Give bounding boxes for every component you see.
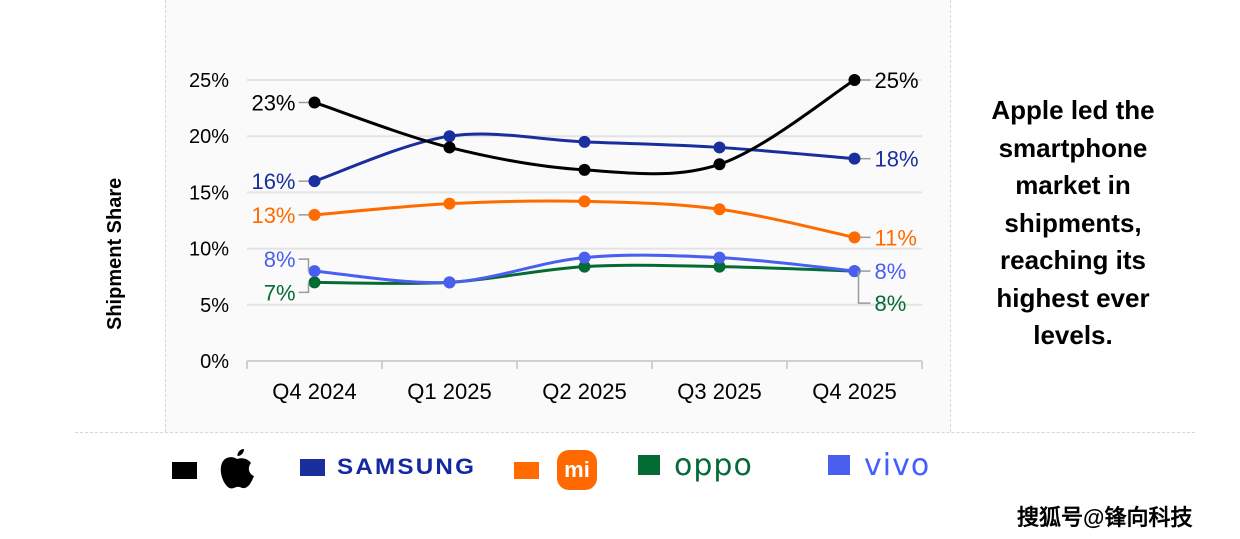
end-label-apple: 25% bbox=[875, 68, 919, 93]
line-chart: 0% 5% 10% 15% 20% 25% Q4 2024 Q1 2025 Q2 2025 Q3 … bbox=[189, 68, 923, 404]
legend-item-vivo: vivo bbox=[828, 440, 930, 490]
frame-left-divider bbox=[165, 0, 166, 432]
end-label-xiaomi: 11% bbox=[875, 225, 917, 250]
data-point-oppo bbox=[713, 260, 726, 273]
xiaomi-logo-icon: mi bbox=[557, 450, 597, 490]
data-point-xiaomi bbox=[443, 197, 456, 210]
legend-item-xiaomi: mi bbox=[514, 445, 597, 495]
data-point-vivo bbox=[578, 251, 591, 264]
data-point-apple bbox=[443, 141, 456, 154]
y-tick-label: 15% bbox=[189, 182, 229, 204]
data-point-apple bbox=[308, 96, 321, 109]
samsung-logo: SAMSUNG bbox=[337, 454, 477, 479]
data-point-samsung bbox=[308, 175, 321, 188]
end-label-samsung: 18% bbox=[875, 147, 919, 172]
leader-line bbox=[298, 258, 310, 272]
x-tick-label: Q3 2025 bbox=[677, 379, 761, 404]
start-label-oppo: 7% bbox=[264, 280, 296, 305]
data-point-apple bbox=[848, 74, 861, 86]
data-point-oppo bbox=[308, 276, 321, 289]
data-point-vivo bbox=[308, 265, 321, 278]
frame-right-divider bbox=[950, 0, 951, 432]
leader-line bbox=[298, 282, 310, 294]
data-point-vivo bbox=[848, 265, 861, 278]
data-point-vivo bbox=[713, 251, 726, 264]
end-label-vivo: 8% bbox=[875, 259, 907, 284]
data-point-samsung bbox=[848, 152, 861, 165]
x-tick-label: Q4 2024 bbox=[272, 379, 356, 404]
y-tick-label: 20% bbox=[189, 126, 229, 148]
vivo-logo: vivo bbox=[864, 447, 931, 483]
oppo-logo: oppo bbox=[674, 447, 753, 483]
legend-swatch-xiaomi bbox=[514, 461, 539, 479]
data-point-apple bbox=[578, 163, 591, 176]
watermark: 搜狐号@锋向科技 bbox=[1017, 505, 1193, 530]
data-point-oppo bbox=[578, 260, 591, 273]
legend-item-oppo: oppo bbox=[638, 440, 753, 490]
frame-bottom-divider bbox=[75, 432, 1195, 433]
start-label-apple: 23% bbox=[251, 90, 295, 115]
y-tick-label: 10% bbox=[189, 239, 229, 261]
y-tick-label: 0% bbox=[200, 351, 229, 373]
data-point-vivo bbox=[443, 276, 456, 289]
x-tick-label: Q4 2025 bbox=[812, 379, 896, 404]
legend-swatch-apple bbox=[172, 461, 197, 479]
y-tick-label: 5% bbox=[200, 295, 229, 317]
data-point-apple bbox=[713, 158, 726, 171]
legend-item-samsung: SAMSUNG bbox=[300, 442, 474, 492]
data-point-xiaomi bbox=[308, 208, 321, 221]
legend-item-apple bbox=[172, 445, 257, 495]
data-point-samsung bbox=[578, 135, 591, 148]
x-tick-label: Q2 2025 bbox=[542, 379, 626, 404]
start-label-xiaomi: 13% bbox=[251, 203, 295, 228]
x-tick-label: Q1 2025 bbox=[407, 379, 491, 404]
y-axis-title: Shipment Share bbox=[104, 177, 126, 330]
data-point-xiaomi bbox=[713, 203, 726, 216]
legend-swatch-samsung bbox=[300, 458, 325, 476]
leader-line bbox=[857, 271, 871, 304]
start-label-vivo: 8% bbox=[264, 247, 296, 272]
data-point-samsung bbox=[443, 130, 456, 143]
data-point-xiaomi bbox=[848, 231, 861, 244]
series-line-apple bbox=[314, 78, 856, 176]
data-point-samsung bbox=[713, 141, 726, 154]
takeaway-text: Apple led the smartphone market in shipm… bbox=[991, 95, 1155, 350]
end-label-oppo: 8% bbox=[875, 291, 907, 316]
y-tick-label: 25% bbox=[189, 70, 229, 92]
start-label-samsung: 16% bbox=[251, 169, 295, 194]
legend-swatch-oppo bbox=[638, 455, 660, 475]
legend: SAMSUNG mi oppo vivo bbox=[0, 440, 1000, 495]
apple-logo-icon bbox=[217, 445, 257, 496]
legend-swatch-vivo bbox=[828, 455, 850, 475]
data-point-xiaomi bbox=[578, 195, 591, 208]
